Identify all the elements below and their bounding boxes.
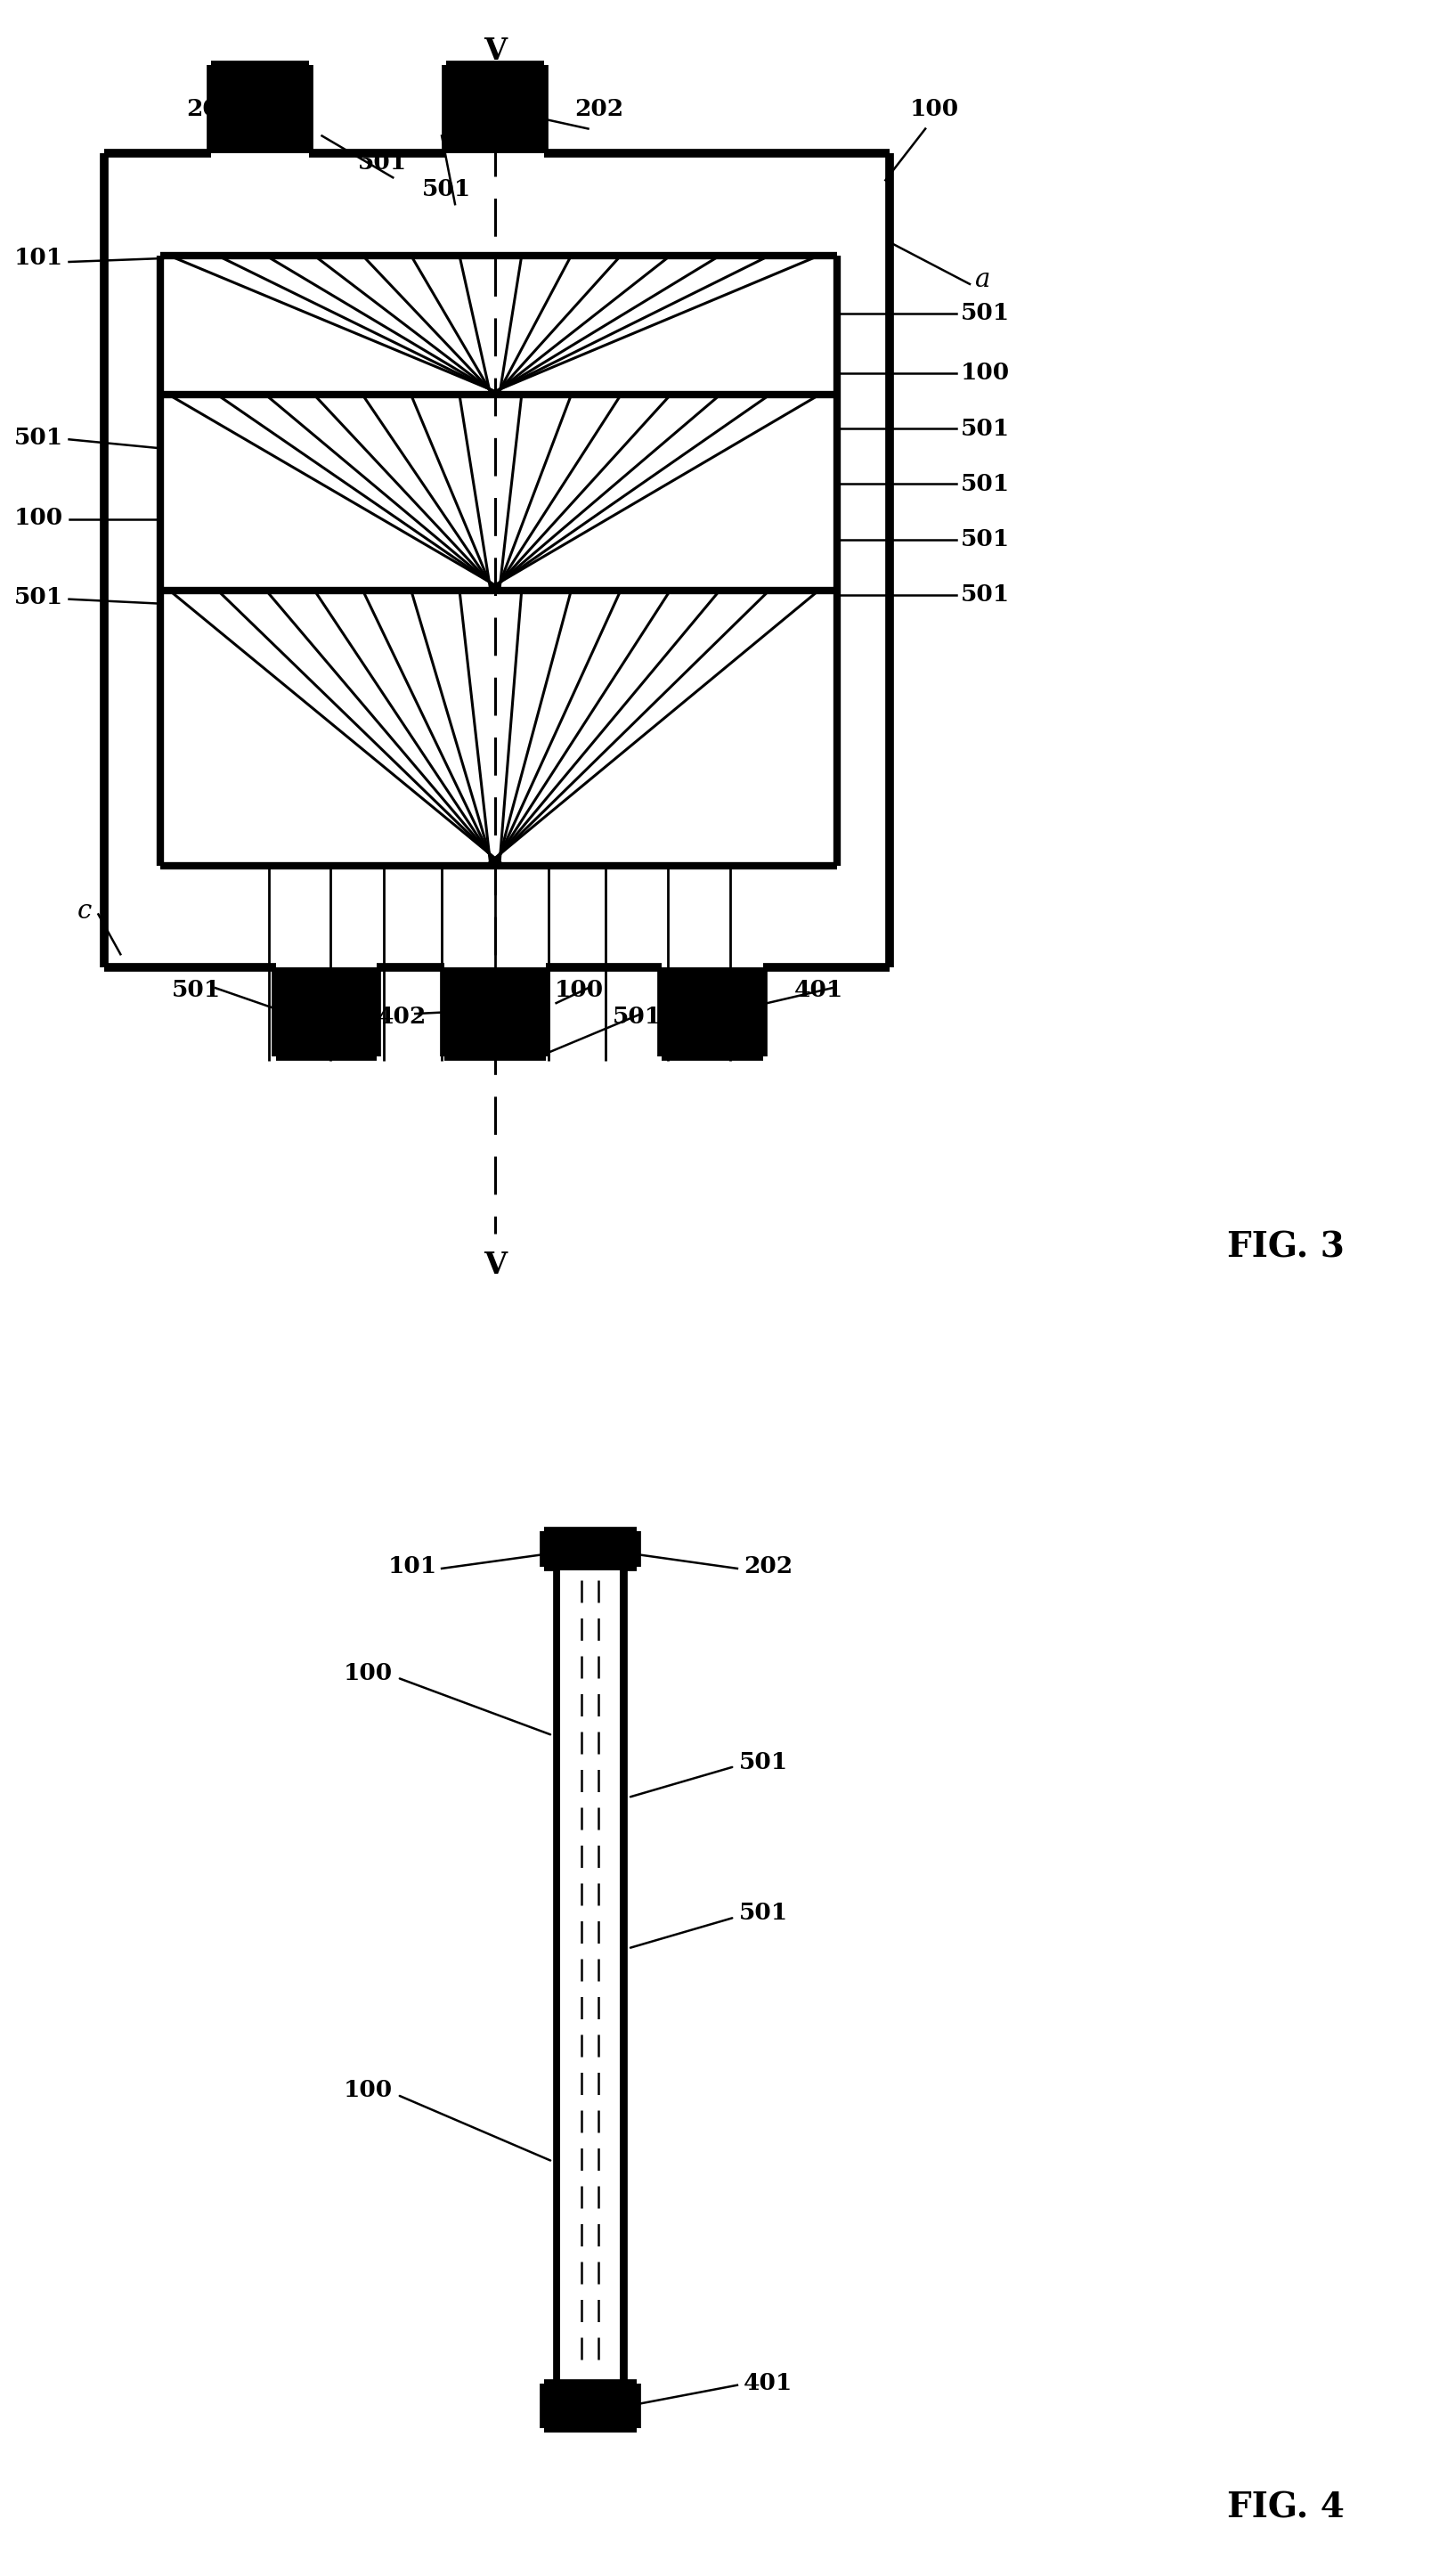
Text: c: c	[77, 899, 92, 925]
Bar	[544, 1530, 637, 1566]
Text: 501: 501	[960, 585, 1010, 605]
Bar	[560, 1571, 620, 2380]
Text: 501: 501	[960, 471, 1010, 495]
Text: 401: 401	[794, 979, 843, 1002]
Text: 501: 501	[358, 152, 406, 173]
Bar	[446, 64, 544, 155]
Text: 100: 100	[343, 1662, 394, 1685]
Text: 501: 501	[960, 528, 1010, 551]
Text: 501: 501	[422, 178, 471, 201]
Text: 501: 501	[960, 301, 1010, 325]
Text: 501: 501	[612, 1005, 661, 1028]
Text: 100: 100	[343, 2079, 394, 2102]
Text: FIG. 3: FIG. 3	[1228, 1231, 1345, 1265]
Text: 501: 501	[14, 587, 63, 608]
Text: 202: 202	[574, 98, 624, 121]
Bar	[544, 2383, 637, 2427]
Text: 401: 401	[744, 2372, 793, 2396]
Text: 101: 101	[14, 247, 63, 268]
Text: 501: 501	[14, 428, 63, 448]
Text: 100: 100	[960, 361, 1010, 384]
Text: 501: 501	[738, 1752, 788, 1772]
Text: 501: 501	[688, 1005, 737, 1028]
Text: 501: 501	[960, 417, 1010, 440]
Bar	[276, 969, 376, 1056]
Text: a: a	[975, 268, 990, 291]
Text: 100: 100	[14, 507, 63, 528]
Text: 100: 100	[555, 979, 604, 1002]
Bar	[445, 969, 545, 1056]
Text: V: V	[484, 36, 507, 67]
Text: 202: 202	[744, 1556, 793, 1579]
Text: 402: 402	[378, 1005, 426, 1028]
Text: FIG. 4: FIG. 4	[1228, 2491, 1345, 2524]
Text: V: V	[484, 1249, 507, 1280]
Text: 501: 501	[172, 979, 220, 1002]
Bar	[661, 969, 763, 1056]
Text: 501: 501	[738, 1901, 788, 1924]
Text: 501: 501	[464, 1005, 514, 1028]
Bar	[210, 64, 309, 155]
Text: 201: 201	[186, 98, 236, 121]
Text: 101: 101	[388, 1556, 438, 1579]
Text: 100: 100	[910, 98, 959, 121]
Text: 501: 501	[275, 1005, 325, 1028]
